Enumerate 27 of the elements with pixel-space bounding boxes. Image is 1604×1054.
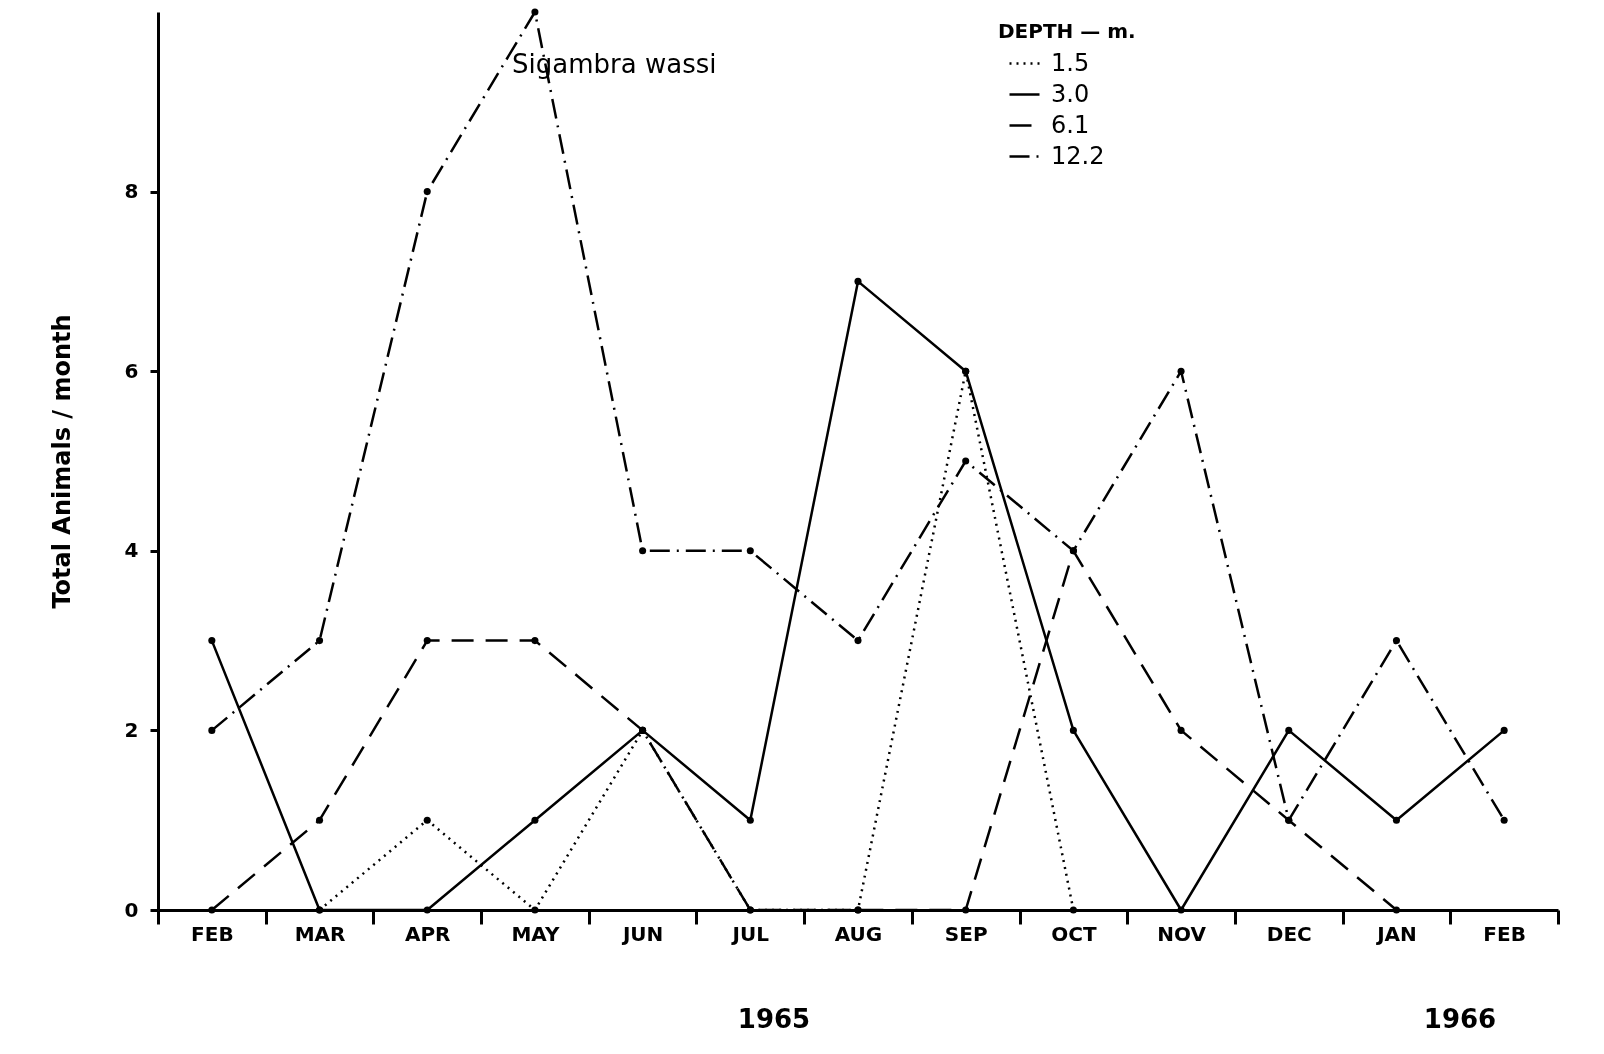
x-tick-label: FEB [191, 921, 234, 946]
legend-label: 6.1 [1051, 110, 1090, 139]
x-tick-label: DEC [1266, 921, 1312, 946]
y-tick-label: 0 [124, 897, 139, 922]
text: 1965 [737, 1004, 811, 1034]
x-tick-label: AUG [834, 921, 883, 946]
legend-label: 3.0 [1051, 79, 1090, 108]
x-tick-label: NOV [1157, 921, 1207, 946]
y-tick-label: 6 [124, 358, 139, 383]
text: Sigambra wassi [512, 49, 717, 80]
x-tick-label: OCT [1051, 921, 1097, 946]
y-axis-title: Total Animals / month [47, 314, 76, 609]
legend-title: DEPTH — m. [998, 19, 1136, 43]
x-tick-label: JUL [730, 921, 770, 946]
x-tick-label: APR [404, 921, 451, 946]
y-tick-label: 4 [124, 538, 139, 563]
x-tick-label: MAY [511, 921, 560, 946]
x-tick-label: JUN [620, 921, 664, 946]
x-tick-label: MAR [294, 921, 346, 946]
y-tick-label: 8 [124, 179, 139, 204]
legend-label: 12.2 [1051, 141, 1105, 170]
text: 1966 [1423, 1004, 1497, 1034]
x-tick-label: FEB [1483, 921, 1526, 946]
x-tick-label: SEP [944, 921, 988, 946]
legend-label: 1.5 [1051, 48, 1090, 77]
y-tick-label: 2 [124, 717, 139, 742]
x-tick-label: JAN [1375, 921, 1417, 946]
